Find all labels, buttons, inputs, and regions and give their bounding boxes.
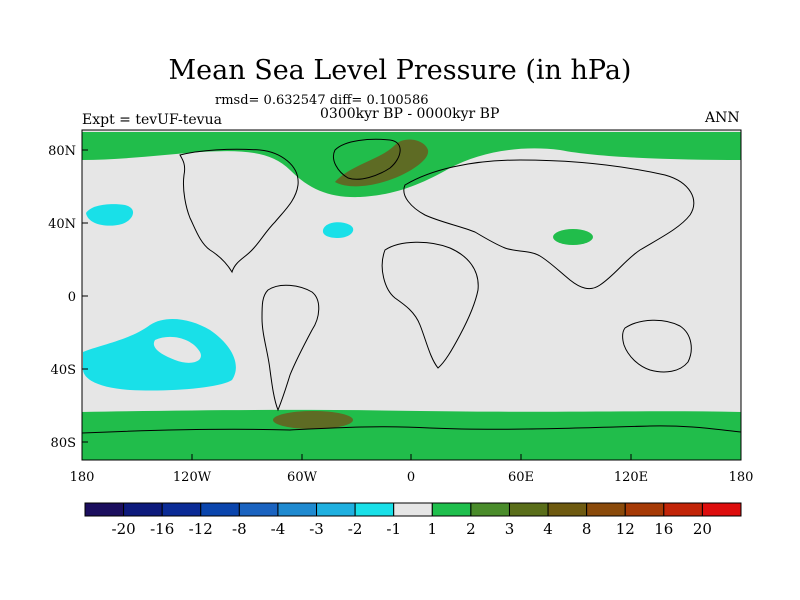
colorbar-label: -4 xyxy=(271,520,286,538)
season-label: ANN xyxy=(705,110,740,126)
south-america-coast xyxy=(261,284,320,412)
longitude-ticks: 180 120W 60W 0 60E 120E 180 xyxy=(70,470,754,485)
latitude-ticks: 80N 40N 0 40S 80S xyxy=(48,144,76,451)
colorbar-label: 2 xyxy=(466,520,476,538)
lon-tick-label: 60E xyxy=(508,470,534,485)
experiment-label: Expt = tevUF-tevua xyxy=(82,112,222,128)
north-atlantic-negative-patch xyxy=(322,222,354,238)
lon-tick-label: 60W xyxy=(287,470,318,485)
colorbar-swatch xyxy=(663,502,703,517)
colorbar-label: 16 xyxy=(654,520,673,538)
lon-tick-label: 120E xyxy=(614,470,648,485)
colorbar-label: -8 xyxy=(232,520,247,538)
colorbar-label: -1 xyxy=(386,520,401,538)
lat-tick-label: 80N xyxy=(48,144,76,159)
lat-tick-label: 40N xyxy=(48,217,76,232)
colorbar-swatch xyxy=(547,502,588,517)
chart-title: Mean Sea Level Pressure (in hPa) xyxy=(168,55,632,86)
asia-positive-blob xyxy=(553,229,593,245)
colorbar-swatch xyxy=(277,502,318,517)
colorbar-swatch xyxy=(508,502,549,517)
north-america-coast xyxy=(179,148,299,274)
colorbar-label: -12 xyxy=(189,520,213,538)
colorbar xyxy=(84,502,742,517)
stats-text: rmsd= 0.632547 diff= 0.100586 xyxy=(215,93,429,108)
colorbar-label: 12 xyxy=(616,520,635,538)
lon-tick-label: 180 xyxy=(729,470,754,485)
lon-tick-label: 180 xyxy=(70,470,95,485)
lat-tick-label: 80S xyxy=(51,436,76,451)
greenland-coast xyxy=(333,138,401,180)
antarctica-coast xyxy=(81,425,742,434)
colorbar-swatch xyxy=(624,502,665,517)
colorbar-swatch xyxy=(393,502,433,517)
colorbar-label: 8 xyxy=(582,520,592,538)
lat-tick-label: 40S xyxy=(51,363,76,378)
eurasia-coast xyxy=(403,159,695,290)
colorbar-label: -16 xyxy=(150,520,174,538)
colorbar-swatch xyxy=(84,502,125,517)
colorbar-swatch xyxy=(200,502,240,517)
map-panel xyxy=(81,129,742,461)
colorbar-swatch xyxy=(354,502,395,517)
south-pacific-negative-patch xyxy=(83,318,236,391)
colorbar-label: 20 xyxy=(693,520,712,538)
lon-tick-label: 0 xyxy=(407,470,415,485)
colorbar-label: -3 xyxy=(309,520,324,538)
tick-marks xyxy=(81,149,742,460)
colorbar-label: 4 xyxy=(543,520,553,538)
colorbar-label: -2 xyxy=(348,520,363,538)
southern-ocean-positive-patch xyxy=(273,411,353,429)
coastlines xyxy=(81,138,742,434)
colorbar-swatch xyxy=(431,502,472,517)
southern-positive-band xyxy=(82,409,741,460)
north-pacific-negative-patch xyxy=(86,204,134,226)
colorbar-label: -20 xyxy=(112,520,136,538)
australia-coast xyxy=(622,319,692,373)
colorbar-swatch xyxy=(586,502,626,517)
colorbar-swatch xyxy=(470,502,510,517)
north-atlantic-positive-patch xyxy=(335,139,429,187)
colorbar-swatch xyxy=(238,502,279,517)
colorbar-swatch xyxy=(316,502,356,517)
period-text: 0300kyr BP - 0000kyr BP xyxy=(320,106,500,122)
colorbar-label: 1 xyxy=(428,520,438,538)
colorbar-swatch xyxy=(123,502,163,517)
colorbar-swatch xyxy=(701,502,742,517)
colorbar-labels: -20 -16 -12 -8 -4 -3 -2 -1 1 2 3 4 8 12 16 20 xyxy=(112,520,712,538)
africa-coast xyxy=(381,241,479,369)
colorbar-label: 3 xyxy=(505,520,515,538)
colorbar-swatch xyxy=(161,502,202,517)
lat-tick-label: 0 xyxy=(68,290,76,305)
lon-tick-label: 120W xyxy=(173,470,212,485)
south-pacific-inner-gap xyxy=(153,336,201,363)
